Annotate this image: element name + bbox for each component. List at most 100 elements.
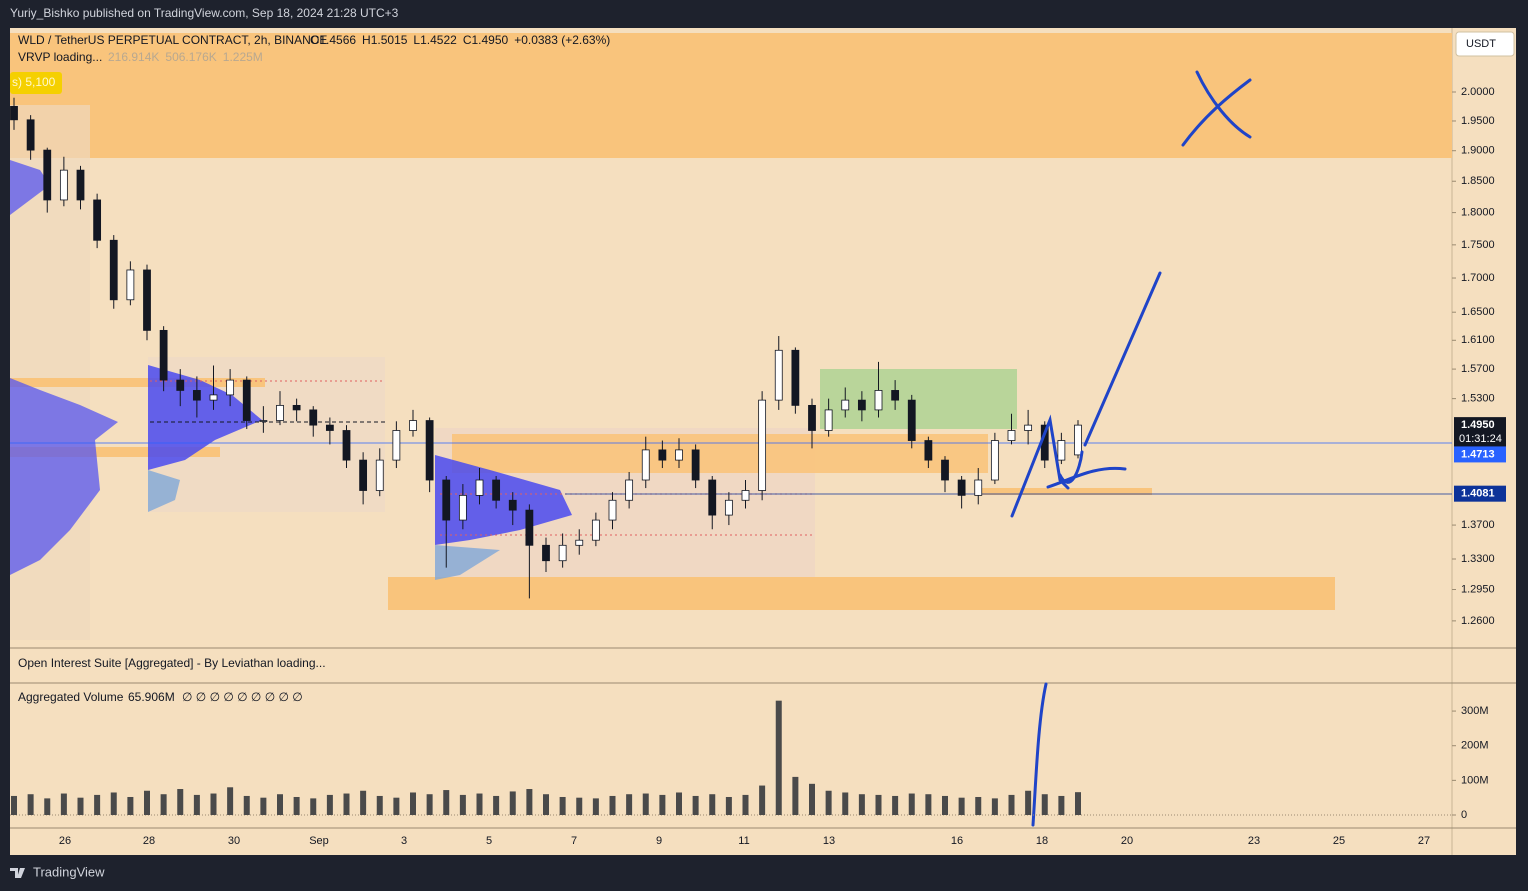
volume-bar <box>77 797 84 816</box>
candle-body <box>126 269 135 301</box>
volume-bar <box>94 794 101 816</box>
ohlc-value: L1.4522 <box>413 33 457 47</box>
volume-bar <box>210 793 217 816</box>
x-tick-label: 30 <box>228 835 240 847</box>
demand-zone <box>388 577 1335 610</box>
candle-body <box>10 105 18 121</box>
candle-body <box>974 479 983 496</box>
volume-bar <box>260 797 267 816</box>
candle-body <box>109 239 118 301</box>
zone <box>10 378 265 387</box>
volume-bar <box>676 792 682 816</box>
volume-profile <box>435 455 572 545</box>
candle-body <box>1024 424 1033 431</box>
candle-body <box>558 544 567 562</box>
candle-body <box>1057 440 1066 461</box>
volume-bar <box>809 783 815 816</box>
symbol: WLD / TetherUS PERPETUAL CONTRACT, 2h, B… <box>18 33 327 47</box>
price-label-bg <box>1454 485 1506 502</box>
volume-bar <box>160 794 167 816</box>
volume-bar <box>858 794 865 816</box>
volume-tick-label: 300M <box>1461 705 1489 717</box>
logo <box>10 868 25 878</box>
candle-body <box>342 430 351 461</box>
x-tick-label: 23 <box>1248 835 1260 847</box>
candle-body <box>159 329 168 381</box>
volume-bar <box>958 797 965 816</box>
volume-bar <box>277 794 283 816</box>
x-tick-label: 9 <box>656 835 662 847</box>
volume-bar <box>60 793 67 816</box>
candle-body <box>525 509 534 546</box>
volume-bar <box>991 798 998 816</box>
volume-bar <box>11 795 17 816</box>
candle-body <box>59 169 68 201</box>
x-tick-label: 16 <box>951 835 963 847</box>
volume-bar <box>642 793 649 816</box>
x-tick-label: 26 <box>59 835 71 847</box>
volume-bar <box>659 794 666 816</box>
y-tick-label: 1.7000 <box>1461 272 1495 284</box>
candle-body <box>392 430 401 461</box>
range-box <box>820 369 1017 429</box>
candle-body <box>724 499 733 516</box>
candle-body <box>758 399 767 491</box>
candle-body <box>325 424 334 431</box>
candle-body <box>990 440 999 481</box>
candle-body <box>192 390 201 401</box>
ohlc-value: +0.0383 (+2.63%) <box>514 33 610 47</box>
candle-body <box>242 379 251 421</box>
currency[interactable]: USDT <box>1466 38 1496 50</box>
zone <box>10 447 220 457</box>
drawing <box>1031 682 1048 827</box>
volume-bar <box>459 794 466 816</box>
volume-bar <box>127 796 134 816</box>
volume-bar <box>227 787 234 816</box>
zone <box>975 488 1152 495</box>
volume-bar <box>975 796 982 816</box>
volume-bar <box>1075 792 1081 816</box>
volume-profile <box>10 160 50 215</box>
price-label: 1.4713 <box>1461 448 1495 460</box>
volume-bar <box>1041 794 1048 816</box>
indicator-value: 216.914K <box>108 50 159 64</box>
x-tick-label: 13 <box>823 835 835 847</box>
candle-body <box>508 499 517 511</box>
volume-bar <box>426 794 433 816</box>
candle-body <box>209 394 218 401</box>
y-tick-label: 1.3300 <box>1461 553 1495 565</box>
volume-bar <box>725 796 732 816</box>
brand: TradingView <box>33 864 105 879</box>
volume-bar <box>343 793 350 816</box>
price-label-bg <box>1454 446 1506 463</box>
volume-title: Aggregated Volume <box>18 690 124 704</box>
volume-bar <box>443 790 450 816</box>
ohlc-legend: O1.4566 H1.5015 L1.4522 C1.4950 +0.0383 (+2.… <box>310 33 610 47</box>
volume-bar <box>1008 794 1015 816</box>
volume-bar <box>892 795 899 816</box>
currency-button[interactable] <box>1455 31 1515 57</box>
volume-bar <box>493 795 500 816</box>
volume-bar <box>942 795 948 816</box>
badge: s) 5,100 <box>12 75 56 89</box>
candle-body <box>941 459 949 481</box>
y-tick-label: 1.9000 <box>1461 145 1495 157</box>
y-tick-label: 1.6100 <box>1461 334 1495 346</box>
indicator-values: 216.914K 506.176K 1.225M <box>108 50 263 64</box>
y-tick-label: 1.8000 <box>1461 207 1495 219</box>
drawings <box>1010 70 1252 827</box>
volume-bar <box>476 793 483 816</box>
volume-bar <box>709 794 716 816</box>
volume-bar <box>310 798 317 816</box>
volume-bar <box>559 796 566 816</box>
x-tick-label: 27 <box>1418 835 1430 847</box>
y-tick-label: 1.5700 <box>1461 363 1495 375</box>
volume-bar <box>609 795 616 816</box>
volume-bar <box>27 794 34 816</box>
volume-bar <box>243 795 250 816</box>
candle-body <box>591 519 600 541</box>
candle-body <box>708 479 717 516</box>
candle-body <box>741 490 750 501</box>
candle-body <box>824 409 833 431</box>
